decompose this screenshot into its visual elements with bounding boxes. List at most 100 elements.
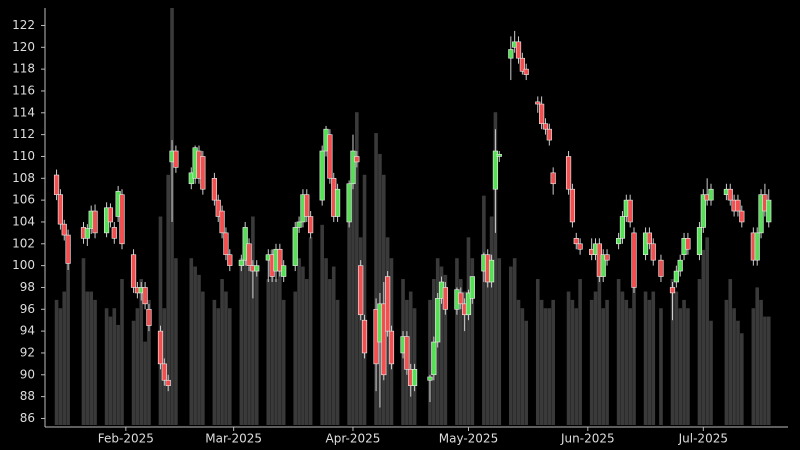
volume-bar <box>466 237 471 425</box>
volume-bar <box>104 308 109 425</box>
volume-bar <box>335 299 340 425</box>
volume-bar <box>224 291 228 425</box>
candle-body <box>550 172 556 185</box>
volume-bar <box>470 258 475 425</box>
volume-bar <box>174 258 178 425</box>
volume-bar <box>355 112 359 425</box>
candle-body <box>223 232 229 256</box>
candle-body <box>604 254 610 261</box>
volume-bar <box>632 279 636 425</box>
volume-bar <box>135 308 140 425</box>
volume-bar <box>347 195 351 425</box>
volume-bar <box>520 308 525 425</box>
candle-body <box>84 228 90 239</box>
volume-bar <box>462 291 467 425</box>
volume-bar <box>270 249 274 425</box>
volume-bar <box>274 279 278 425</box>
volume-bar <box>243 237 247 425</box>
candle-body <box>388 330 395 365</box>
volume-bar <box>493 112 498 425</box>
volume-bar <box>54 299 59 425</box>
volume-bar <box>620 291 625 425</box>
candle-body <box>53 174 60 195</box>
volume-bar <box>120 279 124 425</box>
candle-body <box>469 276 475 299</box>
candle-body <box>739 210 745 223</box>
volume-bar <box>58 308 63 425</box>
volume-bar <box>766 316 771 425</box>
x-tick-label: Jun-2025 <box>560 432 615 446</box>
volume-bar <box>736 320 740 425</box>
volume-bar <box>570 299 575 425</box>
candle-body <box>492 150 499 190</box>
volume-bar <box>197 274 201 425</box>
candle-body <box>577 243 583 250</box>
candle-body <box>107 207 114 223</box>
volume-bar <box>547 308 552 425</box>
candle-body <box>735 199 741 212</box>
candle-body <box>658 259 664 277</box>
volume-bar <box>66 237 70 425</box>
candle-body <box>65 234 71 264</box>
y-tick-label: 90 <box>20 367 35 381</box>
candle-body <box>431 341 437 376</box>
volume-bar <box>597 266 602 425</box>
volume-bar <box>247 266 251 425</box>
x-tick-label: Mar-2025 <box>205 432 262 446</box>
volume-bar <box>93 299 97 425</box>
volume-bar <box>328 279 332 425</box>
volume-bar <box>212 299 217 425</box>
candle-body <box>515 41 522 59</box>
volume-bar <box>220 279 224 425</box>
candle-body <box>296 221 302 228</box>
candle-body <box>646 232 653 245</box>
y-tick-label: 100 <box>12 258 35 272</box>
candle-body <box>361 319 368 354</box>
y-tick-label: 120 <box>12 40 35 54</box>
volume-bar <box>651 291 656 425</box>
volume-bar <box>254 266 259 425</box>
candle-body <box>327 134 333 179</box>
volume-bar <box>740 333 744 425</box>
candle-body <box>508 49 514 59</box>
volume-bar <box>709 320 713 425</box>
candle-body <box>277 248 283 272</box>
volume-bar <box>755 287 760 425</box>
volume-bar <box>759 299 763 425</box>
candle-body <box>281 265 287 277</box>
volume-bar <box>489 216 494 425</box>
volume-bar <box>724 299 729 425</box>
volume-bar <box>143 341 147 425</box>
candle-body <box>685 238 691 250</box>
y-tick-label: 110 <box>12 149 35 163</box>
volume-bar <box>331 266 336 425</box>
candle-body <box>677 259 683 272</box>
candle-body <box>458 292 464 305</box>
candle-body <box>346 183 352 223</box>
volume-bar <box>158 216 163 425</box>
volume-bar <box>293 291 298 425</box>
candle-body <box>354 156 360 163</box>
volume-bar <box>701 249 706 425</box>
candle-body <box>211 177 217 201</box>
candle-body <box>465 292 472 316</box>
candle-body <box>119 194 125 245</box>
candle-body <box>488 259 495 283</box>
volume-bar <box>116 324 120 425</box>
volume-bar <box>62 291 67 425</box>
candle-body <box>442 287 448 310</box>
candle-body <box>435 298 441 343</box>
y-tick-label: 104 <box>12 214 35 228</box>
volume-bar <box>705 237 709 425</box>
y-tick-label: 88 <box>20 389 35 403</box>
volume-bar <box>81 258 86 425</box>
candle-body <box>111 227 117 239</box>
y-tick-label: 98 <box>20 280 35 294</box>
volume-bar <box>497 258 502 425</box>
volume-bar <box>593 291 598 425</box>
volume-bar <box>458 279 463 425</box>
candle-body <box>519 57 525 72</box>
x-tick-label: Feb-2025 <box>98 432 154 446</box>
volume-bar <box>574 308 579 425</box>
volume-bar <box>251 216 255 425</box>
